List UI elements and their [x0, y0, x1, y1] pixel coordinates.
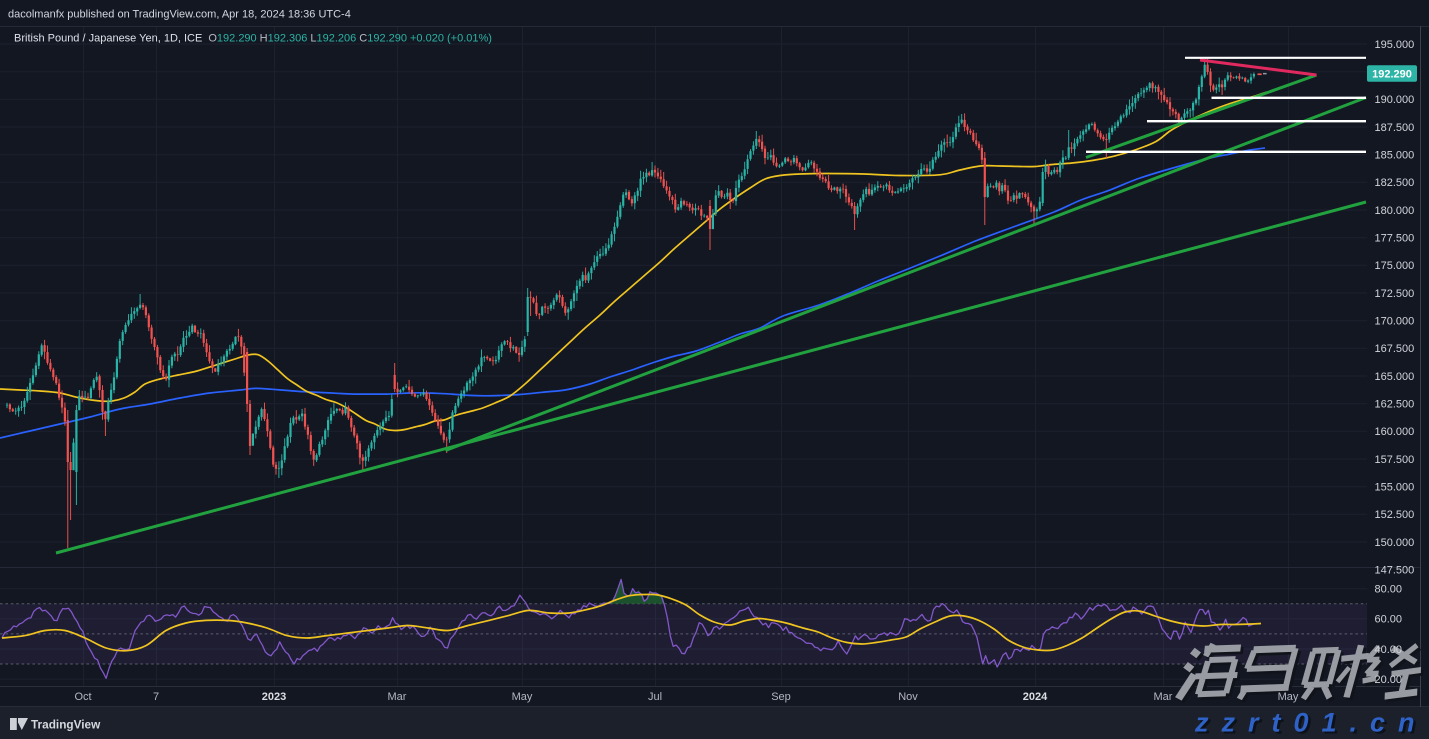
svg-text:170.000: 170.000: [1375, 316, 1415, 328]
svg-text:187.500: 187.500: [1375, 122, 1415, 134]
svg-text:British Pound / Japanese Yen,: British Pound / Japanese Yen, 1D, ICE O19…: [14, 33, 492, 45]
svg-text:20.00: 20.00: [1375, 674, 1403, 686]
svg-text:177.500: 177.500: [1375, 233, 1415, 245]
svg-text:192.290: 192.290: [1372, 68, 1412, 80]
svg-text:152.500: 152.500: [1375, 509, 1415, 521]
svg-text:Sep: Sep: [771, 691, 791, 703]
svg-text:195.000: 195.000: [1375, 39, 1415, 51]
svg-text:TradingView: TradingView: [31, 718, 101, 732]
svg-text:147.500: 147.500: [1375, 565, 1415, 577]
svg-text:185.000: 185.000: [1375, 150, 1415, 162]
svg-text:2024: 2024: [1023, 691, 1048, 703]
svg-text:60.00: 60.00: [1375, 614, 1403, 626]
svg-text:182.500: 182.500: [1375, 177, 1415, 189]
svg-text:zzrt01.cn: zzrt01.cn: [1197, 710, 1429, 739]
svg-text:172.500: 172.500: [1375, 288, 1415, 300]
svg-text:160.000: 160.000: [1375, 426, 1415, 438]
svg-text:2023: 2023: [262, 691, 286, 703]
svg-text:150.000: 150.000: [1375, 537, 1415, 549]
svg-text:Oct: Oct: [74, 691, 91, 703]
svg-text:Mar: Mar: [388, 691, 407, 703]
svg-text:155.000: 155.000: [1375, 482, 1415, 494]
svg-text:190.000: 190.000: [1375, 94, 1415, 106]
svg-text:May: May: [512, 691, 533, 703]
svg-text:157.500: 157.500: [1375, 454, 1415, 466]
svg-text:165.000: 165.000: [1375, 371, 1415, 383]
svg-text:Nov: Nov: [898, 691, 918, 703]
svg-text:180.000: 180.000: [1375, 205, 1415, 217]
svg-text:175.000: 175.000: [1375, 260, 1415, 272]
svg-text:167.500: 167.500: [1375, 343, 1415, 355]
svg-text:dacolmanfx published on Tradin: dacolmanfx published on TradingView.com,…: [8, 9, 351, 21]
svg-text:40.00: 40.00: [1375, 644, 1403, 656]
svg-text:May: May: [1278, 691, 1299, 703]
svg-text:162.500: 162.500: [1375, 399, 1415, 411]
svg-text:Mar: Mar: [1154, 691, 1173, 703]
svg-text:Jul: Jul: [648, 691, 662, 703]
svg-text:zzrt01.cn: zzrt01.cn: [1194, 708, 1428, 738]
svg-text:7: 7: [153, 691, 159, 703]
svg-text:80.00: 80.00: [1375, 584, 1403, 596]
